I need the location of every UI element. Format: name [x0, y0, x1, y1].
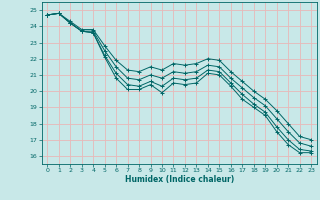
X-axis label: Humidex (Indice chaleur): Humidex (Indice chaleur) [124, 175, 234, 184]
